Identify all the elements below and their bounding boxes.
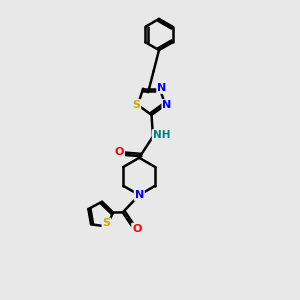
Text: N: N (162, 100, 172, 110)
Text: O: O (132, 224, 142, 234)
Text: N: N (157, 83, 167, 93)
Text: N: N (135, 190, 144, 200)
Text: NH: NH (153, 130, 170, 140)
Text: S: S (132, 100, 140, 110)
Text: O: O (115, 147, 124, 157)
Text: S: S (102, 218, 110, 229)
